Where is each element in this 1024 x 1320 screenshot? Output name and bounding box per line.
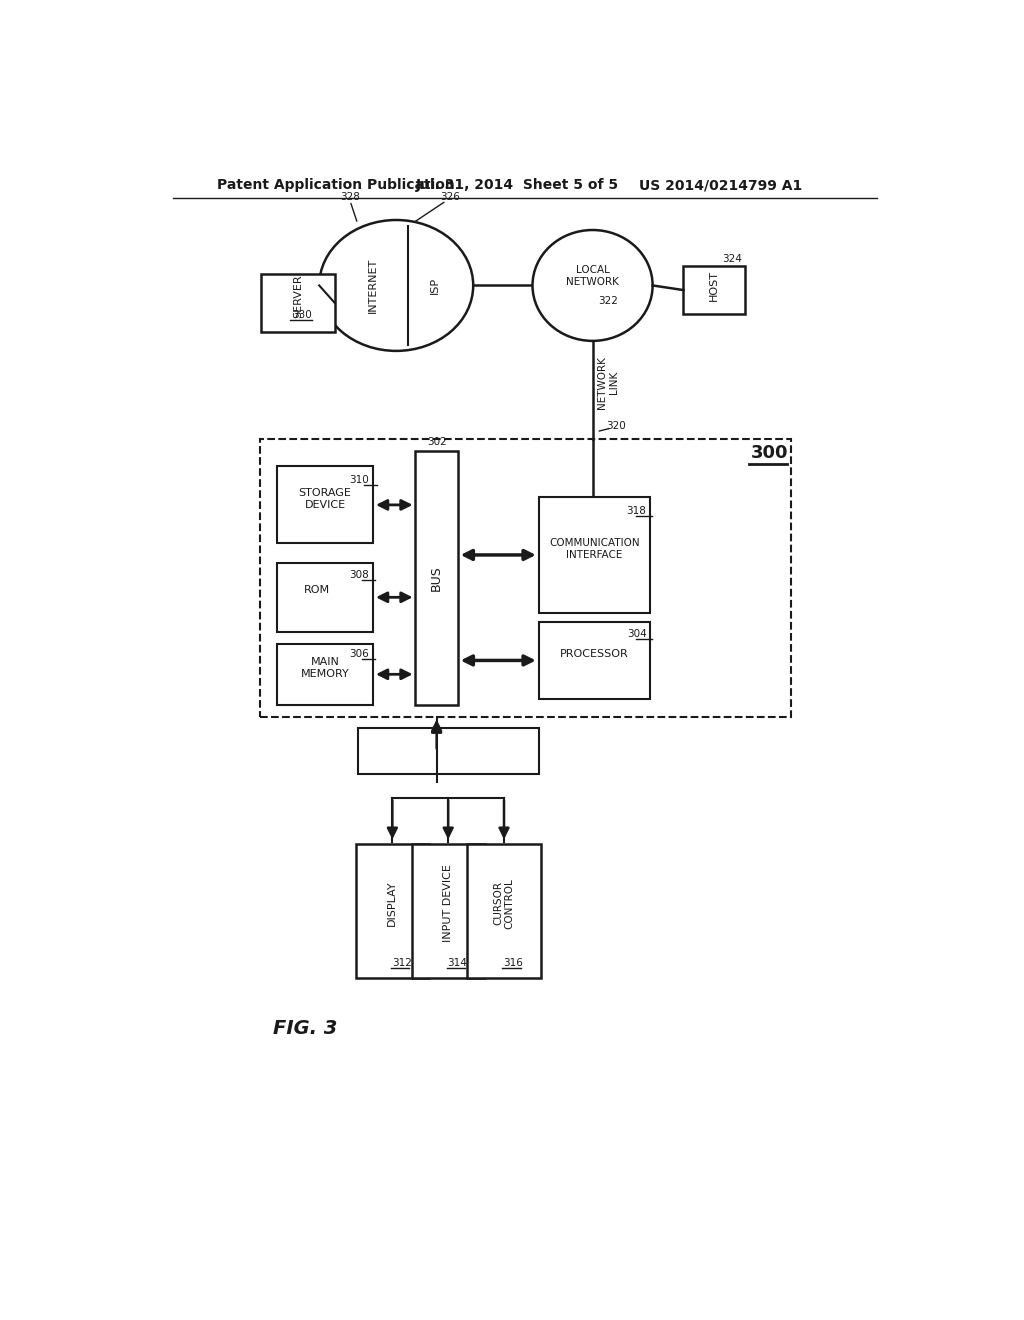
Text: Patent Application Publication: Patent Application Publication (217, 178, 455, 193)
Text: HOST: HOST (710, 271, 719, 301)
Bar (412, 843, 484, 978)
Text: FIG. 3: FIG. 3 (273, 1019, 337, 1038)
Text: 324: 324 (722, 253, 742, 264)
Ellipse shape (319, 220, 473, 351)
Bar (261, 275, 335, 331)
Text: 304: 304 (627, 630, 646, 639)
Text: 312: 312 (391, 958, 412, 968)
Bar (276, 466, 373, 544)
Bar (539, 498, 650, 612)
Ellipse shape (532, 230, 652, 341)
Bar (416, 451, 458, 705)
Bar (260, 440, 792, 717)
Text: 300: 300 (751, 445, 788, 462)
Text: ROM: ROM (304, 585, 331, 594)
Text: NETWORK
LINK: NETWORK LINK (597, 356, 618, 409)
Bar (357, 729, 539, 775)
Text: MAIN
MEMORY: MAIN MEMORY (301, 657, 349, 678)
Text: US 2014/0214799 A1: US 2014/0214799 A1 (639, 178, 802, 193)
Text: 328: 328 (340, 191, 360, 202)
Text: INPUT DEVICE: INPUT DEVICE (443, 865, 454, 942)
Bar (467, 843, 541, 978)
Text: 326: 326 (440, 191, 460, 202)
Bar (276, 562, 373, 632)
Bar (539, 622, 650, 700)
Text: ISP: ISP (430, 277, 439, 294)
Bar (683, 267, 745, 314)
Text: CURSOR
CONTROL: CURSOR CONTROL (494, 878, 515, 929)
Text: SERVER: SERVER (293, 275, 303, 318)
Text: 314: 314 (447, 958, 467, 968)
Text: 320: 320 (606, 421, 626, 430)
Text: INTERNET: INTERNET (368, 257, 378, 313)
Text: LOCAL
NETWORK: LOCAL NETWORK (566, 265, 618, 286)
Text: 302: 302 (427, 437, 446, 446)
Text: 316: 316 (504, 958, 523, 968)
Text: 330: 330 (292, 310, 311, 319)
Text: COMMUNICATION
INTERFACE: COMMUNICATION INTERFACE (549, 539, 640, 560)
Text: PROCESSOR: PROCESSOR (560, 649, 629, 659)
Bar (355, 843, 429, 978)
Text: 310: 310 (349, 475, 370, 486)
Text: BUS: BUS (430, 565, 443, 591)
Text: 308: 308 (349, 570, 370, 579)
Text: STORAGE
DEVICE: STORAGE DEVICE (299, 488, 351, 510)
Bar (276, 644, 373, 705)
Text: 322: 322 (598, 296, 617, 306)
Text: DISPLAY: DISPLAY (387, 880, 397, 927)
Text: Jul. 31, 2014  Sheet 5 of 5: Jul. 31, 2014 Sheet 5 of 5 (416, 178, 618, 193)
Text: 318: 318 (627, 506, 646, 516)
Text: 306: 306 (349, 649, 370, 659)
